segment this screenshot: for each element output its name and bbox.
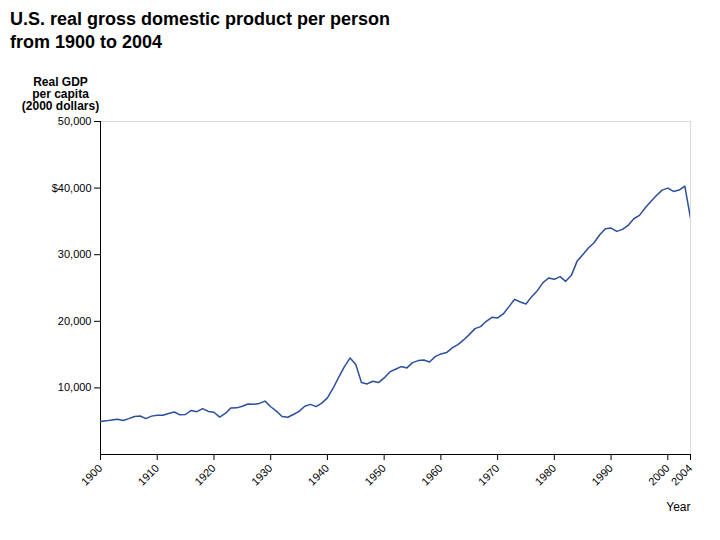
svg-text:1960: 1960 — [419, 462, 445, 488]
svg-text:2000: 2000 — [646, 462, 672, 488]
svg-text:1930: 1930 — [249, 462, 275, 488]
svg-text:1920: 1920 — [192, 462, 218, 488]
svg-text:1910: 1910 — [135, 462, 161, 488]
svg-text:Real GDPper capita(2000 dollar: Real GDPper capita(2000 dollars) — [22, 75, 99, 113]
svg-text:1970: 1970 — [476, 462, 502, 488]
svg-text:30,000: 30,000 — [58, 248, 92, 260]
html-text:from 1900 to 2004: from 1900 to 2004 — [10, 31, 163, 52]
svg-text:2004: 2004 — [669, 462, 695, 488]
svg-text:Year: Year — [666, 500, 690, 514]
svg-text:20,000: 20,000 — [58, 315, 92, 327]
svg-text:1990: 1990 — [589, 462, 615, 488]
svg-text:50,000: 50,000 — [58, 115, 92, 127]
svg-text:1950: 1950 — [362, 462, 388, 488]
svg-text:$40,000: $40,000 — [52, 182, 92, 194]
svg-text:1900: 1900 — [79, 462, 105, 488]
html-text:U.S. real gross domestic produ: U.S. real gross domestic product per per… — [10, 9, 391, 29]
svg-text:1980: 1980 — [532, 462, 558, 488]
svg-text:1940: 1940 — [306, 462, 332, 488]
svg-text:10,000: 10,000 — [58, 381, 92, 393]
